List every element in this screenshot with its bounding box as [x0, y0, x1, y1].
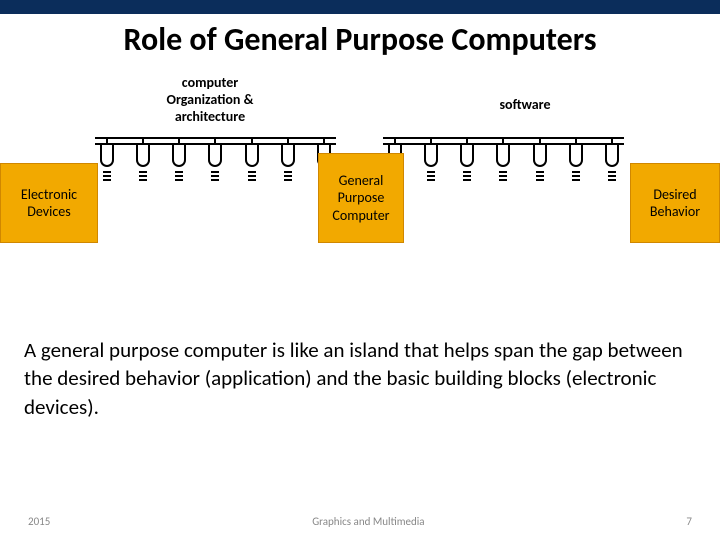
island-label: Electronic Devices	[21, 186, 77, 221]
page-title: Role of General Purpose Computers	[0, 20, 720, 59]
title-bar-accent	[0, 0, 720, 14]
right-bridge-arches	[388, 145, 619, 167]
body-paragraph: A general purpose computer is like an is…	[24, 336, 696, 421]
footer-course: Graphics and Multimedia	[312, 515, 424, 528]
footer-page: 7	[686, 515, 692, 528]
right-bridge-label-text: software	[499, 96, 550, 113]
slide: Role of General Purpose Computers comput…	[0, 0, 720, 540]
left-bridge-reflection	[103, 171, 328, 183]
island-label: General Purpose Computer	[332, 172, 389, 225]
bridge-diagram: computer Organization & architecture sof…	[0, 75, 720, 295]
island-electronic-devices: Electronic Devices	[0, 163, 98, 243]
left-bridge-label-text: computer Organization & architecture	[167, 74, 254, 125]
island-label: Desired Behavior	[650, 186, 700, 221]
island-desired-behavior: Desired Behavior	[630, 163, 720, 243]
island-general-purpose-computer: General Purpose Computer	[318, 153, 404, 243]
right-bridge-label: software	[465, 97, 585, 114]
left-bridge-arches	[100, 145, 331, 167]
footer: 2015 Graphics and Multimedia 7	[0, 515, 720, 528]
footer-year: 2015	[28, 515, 50, 528]
right-bridge-reflection	[391, 171, 616, 183]
left-bridge-label: computer Organization & architecture	[140, 75, 280, 125]
